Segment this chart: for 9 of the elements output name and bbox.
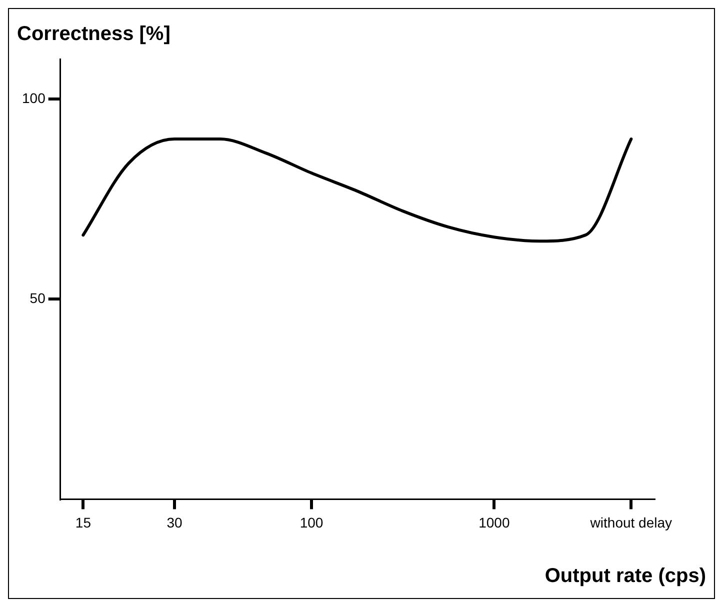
x-tick-label: 100: [300, 514, 324, 530]
x-tick-label: without delay: [589, 514, 672, 530]
y-tick-label: 50: [30, 290, 46, 306]
x-tick-label: 15: [75, 514, 92, 530]
line-series: [82, 138, 633, 243]
x-tick-label: 30: [166, 514, 183, 530]
x-axis-title: Output rate (cps): [544, 565, 706, 588]
y-axis-title: Correctness [%]: [17, 23, 170, 46]
x-tick-label: 1000: [478, 514, 510, 530]
